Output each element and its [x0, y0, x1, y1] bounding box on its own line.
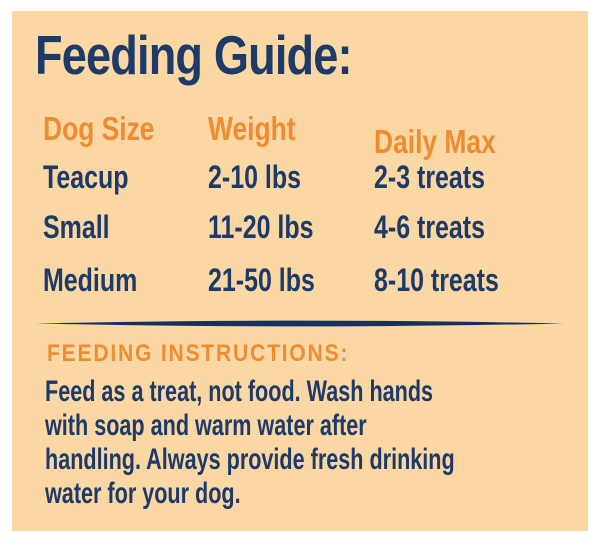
instructions-line: with soap and warm water after: [45, 409, 367, 442]
table-cell-dog-size: Small: [43, 209, 110, 245]
column-header-weight: Weight: [208, 110, 296, 147]
tapered-divider-line: [36, 320, 564, 327]
instructions-heading: FEEDING INSTRUCTIONS:: [47, 340, 350, 367]
column-header-daily-max: Daily Max: [374, 123, 496, 160]
feeding-guide-panel: Feeding Guide: Dog Size Weight Daily Max…: [12, 11, 588, 531]
table-cell-daily-max: 8-10 treats: [374, 262, 499, 298]
column-header-dog-size: Dog Size: [43, 110, 155, 147]
table-cell-weight: 2-10 lbs: [208, 159, 301, 195]
instructions-paragraph: Feed as a treat, not food. Wash hands wi…: [45, 375, 455, 511]
table-cell-daily-max: 4-6 treats: [374, 209, 485, 245]
table-cell-dog-size: Medium: [43, 262, 138, 298]
table-cell-daily-max: 2-3 treats: [374, 159, 485, 195]
instructions-line: Feed as a treat, not food. Wash hands: [45, 375, 434, 408]
page-title: Feeding Guide:: [35, 24, 353, 86]
instructions-line: handling. Always provide fresh drinking: [45, 443, 455, 476]
instructions-line: water for your dog.: [45, 477, 241, 510]
table-cell-dog-size: Teacup: [43, 159, 129, 195]
table-cell-weight: 21-50 lbs: [208, 262, 315, 298]
table-cell-weight: 11-20 lbs: [208, 209, 314, 245]
